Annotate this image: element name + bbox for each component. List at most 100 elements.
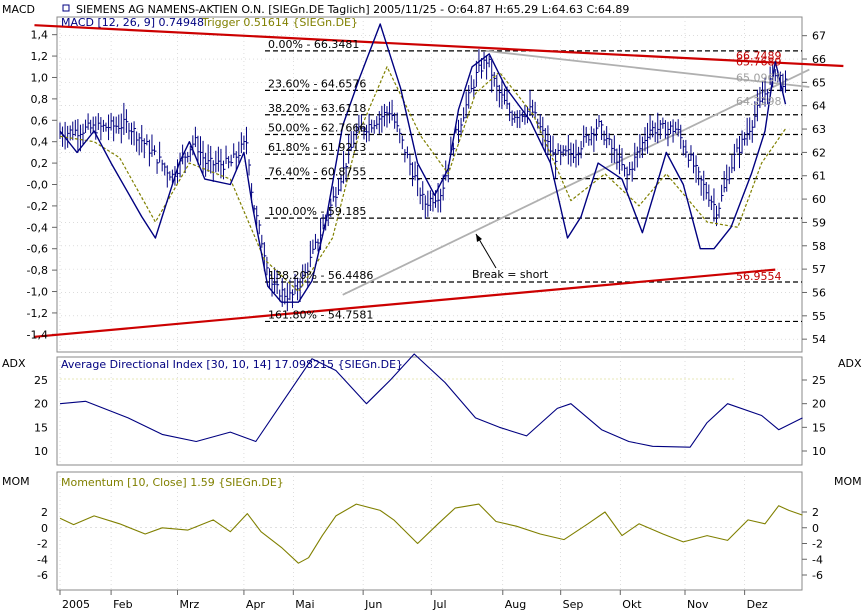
adx-legend: Average Directional Index [30, 10, 14] 1… xyxy=(61,358,403,371)
macd-tick-label: -0,8 xyxy=(27,264,48,277)
price-tick-label: 60 xyxy=(812,193,826,206)
fib-level-label: 23.60% - 64.6576 xyxy=(268,77,366,90)
month-tick-label: Mrz xyxy=(180,598,200,611)
momentum-axis-title-right: MOM xyxy=(834,475,862,488)
macd-tick-label: 0,4 xyxy=(31,136,49,149)
target-price-label: 66.7489 xyxy=(736,50,782,63)
adx-tick-label-right: 20 xyxy=(812,398,826,411)
month-tick-label: Apr xyxy=(246,598,266,611)
month-tick-label: Aug xyxy=(505,598,526,611)
adx-tick-label-left: 20 xyxy=(34,398,48,411)
momentum-tick-label-right: 0 xyxy=(812,522,819,535)
momentum-legend: Momentum [10, Close] 1.59 {SIEGn.DE} xyxy=(61,476,284,489)
macd-tick-label: -0,2 xyxy=(27,200,48,213)
price-tick-label: 59 xyxy=(812,216,826,229)
macd-legend: MACD [12, 26, 9] 0.74948 xyxy=(61,16,204,29)
macd-line xyxy=(59,23,787,303)
momentum-tick-label-right: -6 xyxy=(812,569,823,582)
fib-level-label: 100.00% - 59.185 xyxy=(268,205,366,218)
chart-title: SIEMENS AG NAMENS-AKTIEN O.N. [SIEGn.DE … xyxy=(76,3,629,16)
fib-level-label: 61.80% - 61.9213 xyxy=(268,141,366,154)
price-tick-label: 55 xyxy=(812,310,826,323)
momentum-tick-label-right: -4 xyxy=(812,553,823,566)
macd-tick-label: -1,2 xyxy=(27,307,48,320)
momentum-axis-title-left: MOM xyxy=(2,475,30,488)
adx-panel-frame xyxy=(56,356,803,466)
momentum-tick-label-right: 2 xyxy=(812,506,819,519)
adx-axis-title-right: ADX xyxy=(838,357,862,370)
target-price-label: 65.0967 xyxy=(736,72,782,85)
price-tick-label: 54 xyxy=(812,333,826,346)
trendline-layer xyxy=(34,24,844,338)
trendline-upper-red xyxy=(34,24,844,68)
adx-tick-label-right: 10 xyxy=(812,445,826,458)
price-tick-label: 67 xyxy=(812,30,826,43)
price-tick-label: 63 xyxy=(812,123,826,136)
macd-axis-title: MACD xyxy=(2,3,35,16)
fib-level-label: 138.20% - 56.4486 xyxy=(268,269,373,282)
price-tick-label: 64 xyxy=(812,100,826,113)
macd-tick-label: -0,4 xyxy=(27,221,48,234)
adx-tick-label-left: 15 xyxy=(34,421,48,434)
fib-level-label: 76.40% - 60.8755 xyxy=(268,166,366,179)
month-tick-label: Feb xyxy=(113,598,132,611)
macd-tick-label: 0,8 xyxy=(31,93,49,106)
month-tick-label: Mai xyxy=(295,598,314,611)
price-tick-label: 58 xyxy=(812,240,826,253)
break-annotation-text: Break = short xyxy=(472,268,549,281)
momentum-tick-label-right: -2 xyxy=(812,538,823,551)
trendline-lower-red xyxy=(34,268,776,338)
target-price-label: 64.2298 xyxy=(736,95,782,108)
fib-level-label: 38.20% - 63.6118 xyxy=(268,102,366,115)
momentum-tick-label-left: -2 xyxy=(37,538,48,551)
momentum-tick-label-left: 2 xyxy=(41,506,48,519)
adx-tick-label-right: 25 xyxy=(812,374,826,387)
trigger-legend: Trigger 0.51614 {SIEGn.DE} xyxy=(201,16,358,29)
title-marker-icon xyxy=(62,4,70,12)
price-tick-label: 62 xyxy=(812,146,826,159)
adx-axis-title-left: ADX xyxy=(2,357,26,370)
month-tick-label: Jul xyxy=(432,598,446,611)
month-tick-label: Jun xyxy=(364,598,382,611)
macd-tick-label: -1,4 xyxy=(27,328,48,341)
target-price-label: 65.7689 xyxy=(736,55,782,68)
momentum-tick-label-left: -6 xyxy=(37,569,48,582)
price-tick-label: 65 xyxy=(812,76,826,89)
macd-tick-label: 0,2 xyxy=(31,157,49,170)
labels-layer: 67 66 65 64 63 62 61 60 59 58 57 56 55 54 1,4 1,2 1,0 0,8… xyxy=(27,29,826,611)
month-tick-label: 2005 xyxy=(62,598,90,611)
macd-tick-label: 1,4 xyxy=(31,29,49,42)
macd-tick-label: 0,6 xyxy=(31,114,49,127)
month-tick-label: Okt xyxy=(622,598,642,611)
price-tick-label: 57 xyxy=(812,263,826,276)
macd-tick-label: 1,0 xyxy=(31,71,49,84)
trendline-gray-support xyxy=(342,68,810,296)
momentum-tick-label-left: 0 xyxy=(41,522,48,535)
momentum-tick-label-left: -4 xyxy=(37,553,48,566)
trendline-gray-resistance xyxy=(485,49,810,88)
month-tick-label: Sep xyxy=(563,598,584,611)
price-tick-label: 66 xyxy=(812,53,826,66)
price-tick-label: 56 xyxy=(812,286,826,299)
adx-tick-label-right: 15 xyxy=(812,421,826,434)
adx-tick-label-left: 10 xyxy=(34,445,48,458)
month-tick-label: Nov xyxy=(687,598,709,611)
momentum-panel-frame xyxy=(56,471,803,591)
fib-level-label: 161.80% - 54.7581 xyxy=(268,308,373,321)
price-tick-label: 61 xyxy=(812,170,826,183)
macd-tick-label: 1,2 xyxy=(31,50,49,63)
momentum-line xyxy=(59,503,803,564)
adx-tick-label-left: 25 xyxy=(34,374,48,387)
macd-tick-label: -0,0 xyxy=(27,179,48,192)
adx-line xyxy=(59,353,803,448)
break-annotation-arrowhead xyxy=(476,234,482,242)
macd-tick-label: -1,0 xyxy=(27,286,48,299)
fib-level-label: 0.00% - 66.3481 xyxy=(268,38,359,51)
fib-level-label: 50.00% - 62.7666 xyxy=(268,122,366,135)
macd-tick-label: -0,6 xyxy=(27,243,48,256)
indicator-lines-layer xyxy=(59,23,803,564)
month-tick-label: Dez xyxy=(747,598,768,611)
target-price-label: 56.9554 xyxy=(736,270,782,283)
